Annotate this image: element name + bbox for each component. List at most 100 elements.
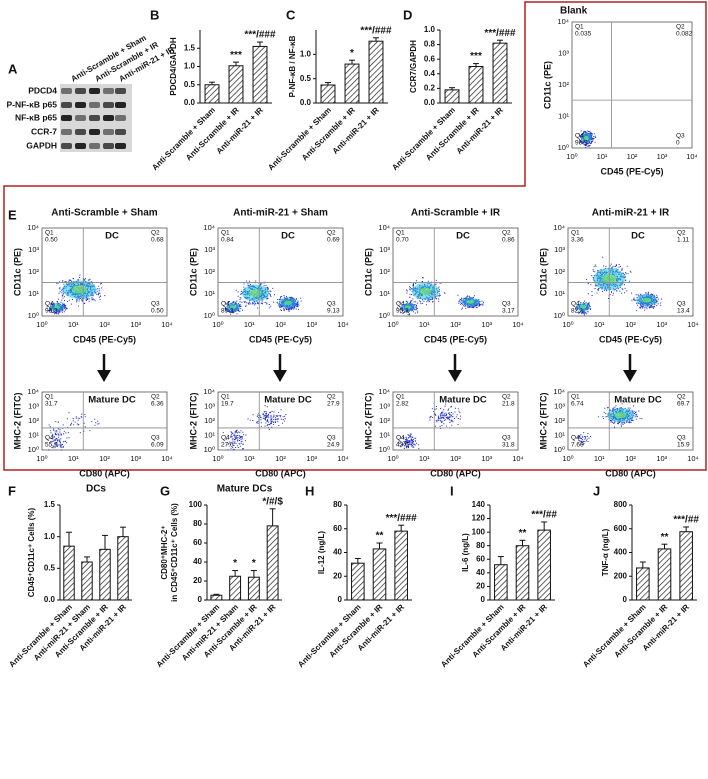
quadrant-name: Q2 bbox=[327, 394, 336, 401]
quadrant-name: Q4 bbox=[396, 435, 405, 442]
quadrant-value: 0.86 bbox=[502, 237, 515, 244]
quadrant-value: 31.7 bbox=[45, 401, 58, 408]
y-tick-label: 10⁴ bbox=[553, 387, 565, 396]
density-peak bbox=[405, 305, 411, 310]
x-tick-label: 10³ bbox=[306, 320, 317, 329]
y-axis-label: CD45⁺CD11c⁺ Cells (%) bbox=[27, 507, 36, 597]
plot-frame bbox=[41, 227, 168, 317]
x-tick-label: 10³ bbox=[657, 152, 668, 161]
blot-band bbox=[115, 143, 126, 149]
quadrant-name: Q3 bbox=[502, 435, 511, 442]
plot-frame bbox=[392, 391, 519, 451]
y-tick-label: 40 bbox=[333, 548, 342, 557]
y-axis-label: MHC-2 (FITC) bbox=[538, 393, 548, 450]
arrows bbox=[97, 354, 637, 382]
x-tick-label: 10⁰ bbox=[36, 320, 47, 329]
y-tick-label: 10² bbox=[558, 80, 569, 89]
y-tick-label: 10⁴ bbox=[203, 387, 215, 396]
y-axis-label: MHC-2 (FITC) bbox=[188, 393, 198, 450]
y-tick-label: 40 bbox=[476, 568, 485, 577]
quadrant-value: 0.68 bbox=[151, 237, 164, 244]
y-tick-label: 10⁴ bbox=[553, 223, 565, 232]
gate-label: Mature DC bbox=[614, 395, 662, 406]
y-tick-label: 10¹ bbox=[28, 289, 39, 298]
x-tick-label: 10³ bbox=[656, 320, 667, 329]
blot-band bbox=[75, 88, 86, 94]
y-tick-label: 0.0 bbox=[424, 98, 436, 107]
quadrant-name: Q2 bbox=[151, 230, 160, 237]
panel-letter: C bbox=[286, 7, 296, 22]
quadrant-value: 6.36 bbox=[151, 401, 164, 408]
bar bbox=[252, 45, 268, 104]
plot-title: Anti-Scramble + Sham bbox=[51, 208, 158, 219]
y-tick-label: 10² bbox=[28, 267, 39, 276]
y-tick-label: 10² bbox=[28, 416, 39, 425]
y-tick-label: 0.5 bbox=[44, 563, 56, 572]
quadrant-name: Q3 bbox=[327, 301, 336, 308]
blot-band bbox=[115, 88, 126, 94]
y-tick-label: 10⁰ bbox=[204, 445, 215, 454]
blot-band bbox=[61, 102, 72, 108]
x-tick-label: 10⁴ bbox=[161, 320, 173, 329]
y-tick-label: 200 bbox=[614, 571, 628, 580]
significance-label: ** bbox=[376, 531, 384, 542]
quadrant-name: Q1 bbox=[221, 394, 230, 401]
x-tick-label: 10⁰ bbox=[387, 320, 398, 329]
bar bbox=[229, 575, 242, 601]
density-peak bbox=[580, 305, 586, 310]
bar bbox=[247, 576, 260, 601]
significance-label: ***/### bbox=[386, 513, 418, 524]
y-axis-label: CD11c (PE) bbox=[363, 248, 373, 296]
y-tick-label: 0.0 bbox=[44, 595, 56, 604]
blot-band bbox=[115, 115, 126, 121]
y-tick-label: 0.6 bbox=[424, 54, 436, 63]
quadrant-value: 6.09 bbox=[151, 442, 164, 449]
significance-label: ***/### bbox=[484, 28, 516, 39]
blot-band bbox=[89, 115, 100, 121]
y-tick-label: 10³ bbox=[28, 401, 39, 410]
density-peak bbox=[466, 300, 475, 304]
quadrant-name: Q3 bbox=[502, 301, 511, 308]
blot-band bbox=[103, 88, 114, 94]
quadrant-name: Q3 bbox=[677, 301, 686, 308]
chart-title: Mature DCs bbox=[217, 484, 273, 495]
x-tick-label: 10⁰ bbox=[566, 152, 577, 161]
y-axis-label: IL-12 (ng/L) bbox=[317, 531, 326, 574]
plot-title: Anti-Scramble + IR bbox=[411, 208, 501, 219]
significance-label: * bbox=[350, 48, 354, 59]
plot-frame bbox=[41, 391, 168, 451]
density-peak bbox=[419, 287, 432, 296]
blot-band bbox=[115, 129, 126, 135]
quadrant-value: 15.9 bbox=[677, 442, 690, 449]
y-tick-label: 10⁰ bbox=[28, 445, 39, 454]
chart-title: DCs bbox=[86, 484, 106, 495]
quadrant-value: 3.17 bbox=[502, 308, 515, 315]
quadrant-name: Q4 bbox=[45, 435, 54, 442]
blot-row-label: GAPDH bbox=[26, 140, 57, 150]
density-peak bbox=[642, 297, 652, 303]
quadrant-name: Q1 bbox=[571, 394, 580, 401]
y-tick-label: 10⁴ bbox=[203, 223, 215, 232]
x-tick-label: 10⁰ bbox=[212, 454, 223, 463]
y-tick-label: 10⁰ bbox=[554, 445, 565, 454]
blot-band bbox=[103, 102, 114, 108]
density-peak bbox=[230, 305, 236, 310]
blot-band bbox=[75, 143, 86, 149]
x-axis-label: CD80 (APC) bbox=[605, 468, 656, 478]
x-tick-label: 10² bbox=[625, 320, 636, 329]
x-tick-label: 10⁰ bbox=[562, 320, 573, 329]
gate-label: Mature DC bbox=[439, 395, 487, 406]
y-tick-label: 0.5 bbox=[300, 74, 312, 83]
quadrant-name: Q1 bbox=[396, 394, 405, 401]
x-tick-label: Anti-miR-21 + IR bbox=[215, 105, 265, 155]
panel-letter: G bbox=[160, 483, 170, 498]
y-tick-label: 10¹ bbox=[554, 289, 565, 298]
bar bbox=[537, 529, 551, 601]
quadrant-name: Q1 bbox=[45, 230, 54, 237]
bar bbox=[679, 531, 693, 601]
gate-label: DC bbox=[631, 231, 645, 242]
quadrant-name: Q2 bbox=[502, 230, 511, 237]
y-axis-label: CD11c (PE) bbox=[538, 248, 548, 296]
y-tick-label: 10³ bbox=[554, 245, 565, 254]
quadrant-value: 27.5 bbox=[221, 442, 234, 449]
